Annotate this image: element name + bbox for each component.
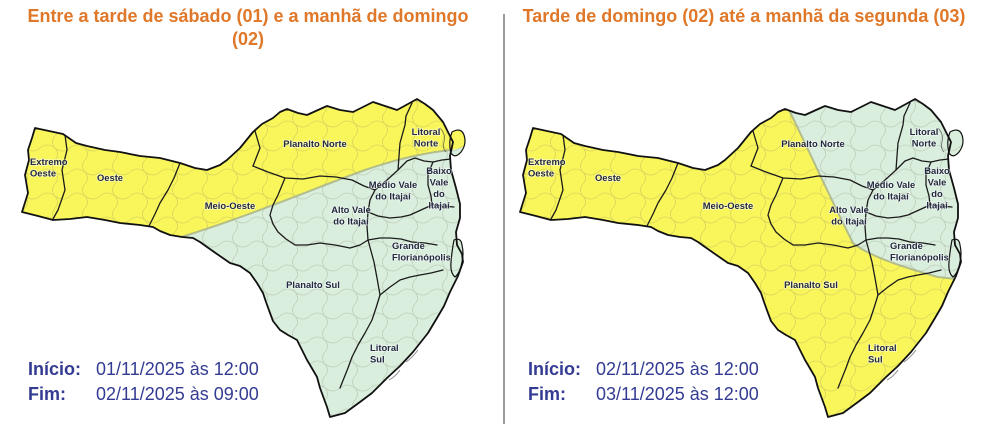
panel-divider [503,14,505,424]
region-borders [52,102,455,389]
inicio-label: Início: [528,359,581,379]
region-label-planalto-norte: Planalto Norte [781,138,845,149]
map-santa-catarina-left: Extremo Oeste Oeste Meio-Oeste Planalto Nort… [21,98,466,418]
island-north [449,129,466,157]
coast-detail [886,127,945,381]
island-north [947,129,964,157]
region-label-litoral-sul: Litoral Sul [868,342,897,365]
region-label-oeste: Oeste [595,172,621,183]
region-label-meio-oeste: Meio-Oeste [205,200,256,211]
alert-zone-boundary [177,149,453,239]
region-label-litoral-norte: Litoral Norte [412,126,441,149]
panel-right-title: Tarde de domingo (02) até a manhã da seg… [522,6,966,26]
region-borders [550,102,953,389]
fim-label: Fim: [528,383,566,404]
region-label-alto-vale-do-itajai: Alto Vale do Itajaí [829,204,869,227]
region-label-litoral-norte: Litoral Norte [910,126,939,149]
region-label-baixo-vale-do-itajai: Baixo Vale do Itajaí [924,165,950,211]
region-label-extremo-oeste: Extremo Oeste [528,156,566,179]
region-label-planalto-norte: Planalto Norte [283,138,347,149]
panel-right-period: Início: 02/11/2025 às 12:00 Fim: 03/11/2… [528,359,759,405]
state-outline [21,98,464,418]
region-label-oeste: Oeste [97,172,123,183]
fim-value: 03/11/2025 às 12:00 [596,383,759,404]
inicio-value: 02/11/2025 às 12:00 [596,359,759,379]
region-label-grande-florianopolis: Grande Florianópolis [890,240,949,263]
region-label-medio-vale-do-itajai: Médio Vale do Itajaí [369,179,417,202]
region-label-medio-vale-do-itajai: Médio Vale do Itajaí [867,179,915,202]
fim-value: 02/11/2025 às 09:00 [96,383,259,404]
panel-left-title: Entre a tarde de sábado (01) e a manhã d… [27,6,469,50]
island-florianopolis [450,238,464,278]
region-label-planalto-sul: Planalto Sul [784,279,838,290]
state-outline [519,98,962,418]
region-label-extremo-oeste: Extremo Oeste [30,156,68,179]
region-label-baixo-vale-do-itajai: Baixo Vale do Itajaí [426,165,452,211]
fim-label: Fim: [28,383,66,404]
region-label-litoral-sul: Litoral Sul [370,342,399,365]
region-label-meio-oeste: Meio-Oeste [703,200,754,211]
region-label-grande-florianopolis: Grande Florianópolis [392,240,451,263]
region-label-alto-vale-do-itajai: Alto Vale do Itajaí [331,204,371,227]
coast-detail [388,127,447,381]
inicio-label: Início: [28,359,81,379]
map-santa-catarina-right: Extremo Oeste Oeste Meio-Oeste Planalto Nort… [519,98,964,418]
panel-left-period: Início: 01/11/2025 às 12:00 Fim: 02/11/2… [28,359,259,405]
inicio-value: 01/11/2025 às 12:00 [96,359,259,379]
region-label-planalto-sul: Planalto Sul [286,279,340,290]
alert-zone-boundary [787,107,963,281]
island-florianopolis [948,238,962,278]
